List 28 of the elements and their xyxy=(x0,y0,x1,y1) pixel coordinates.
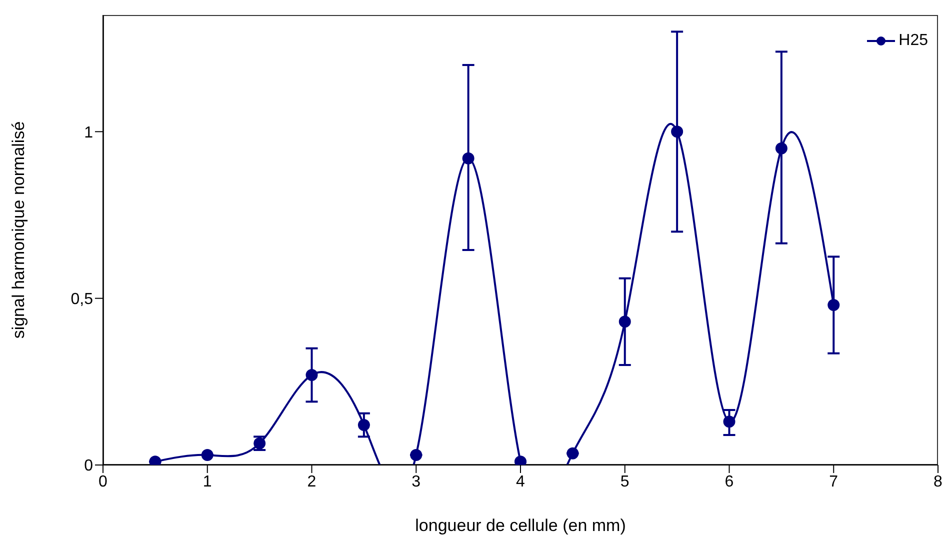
point xyxy=(410,449,422,461)
x-tick-label: 5 xyxy=(620,473,630,490)
point xyxy=(775,142,788,154)
point xyxy=(358,419,370,431)
point xyxy=(462,152,474,164)
legend-label: H25 xyxy=(898,32,928,50)
y-tick-label: 0 xyxy=(84,458,94,475)
x-tick-label: 2 xyxy=(307,473,316,490)
x-tick-label: 7 xyxy=(829,473,838,490)
x-tick-label: 1 xyxy=(202,473,212,490)
y-tick-label: 0,5 xyxy=(70,291,94,308)
point xyxy=(671,126,684,138)
point xyxy=(149,456,162,465)
point xyxy=(566,447,579,460)
point xyxy=(201,449,214,461)
point xyxy=(723,416,736,428)
point xyxy=(618,316,631,328)
y-axis-title: signal harmonique normalisé xyxy=(9,121,28,339)
x-tick-label: 6 xyxy=(724,473,734,490)
x-axis-title: longueur de cellule (en mm) xyxy=(415,516,626,535)
point xyxy=(306,369,318,381)
x-tick-label: 8 xyxy=(934,473,943,490)
x-tick-label: 0 xyxy=(98,473,108,490)
x-tick-label: 4 xyxy=(516,473,526,490)
point xyxy=(514,456,526,465)
x-tick-label: 3 xyxy=(412,473,421,490)
y-tick-label: 1 xyxy=(84,124,94,142)
point xyxy=(828,299,840,311)
